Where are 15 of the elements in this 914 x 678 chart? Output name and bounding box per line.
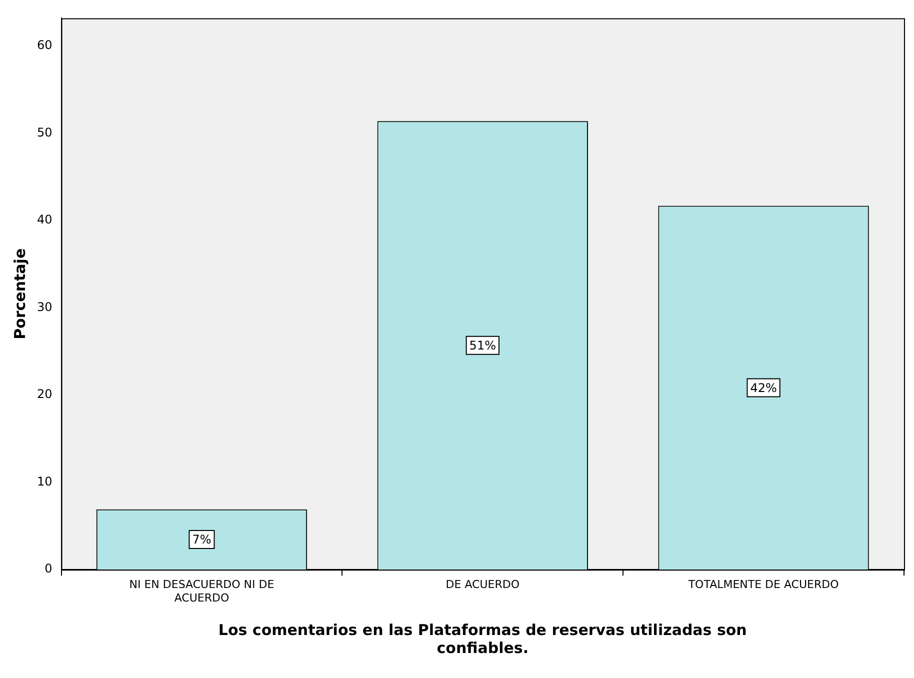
y-tick-label: 40 [36,212,52,227]
y-tick-label: 60 [36,38,52,52]
y-tick-label: 10 [36,474,52,488]
data-label: 7% [192,532,212,547]
y-tick-label: 0 [44,562,52,576]
x-axis-title: Los comentarios en las Plataformas de reservas utilizadas son confiables. [218,620,747,657]
x-tick-label: DE ACUERDO [446,578,520,592]
data-label: 42% [750,380,777,395]
data-label: 51% [469,338,496,352]
x-tick-label: TOTALMENTE DE ACUERDO [687,578,840,592]
y-tick-label: 30 [36,300,52,314]
y-axis-title: Porcentaje [10,248,29,340]
x-tick-label: NI EN DESACUERDO NI DE ACUERDO [129,578,274,604]
y-tick-label: 50 [36,125,52,140]
y-tick-label: 20 [36,387,52,402]
